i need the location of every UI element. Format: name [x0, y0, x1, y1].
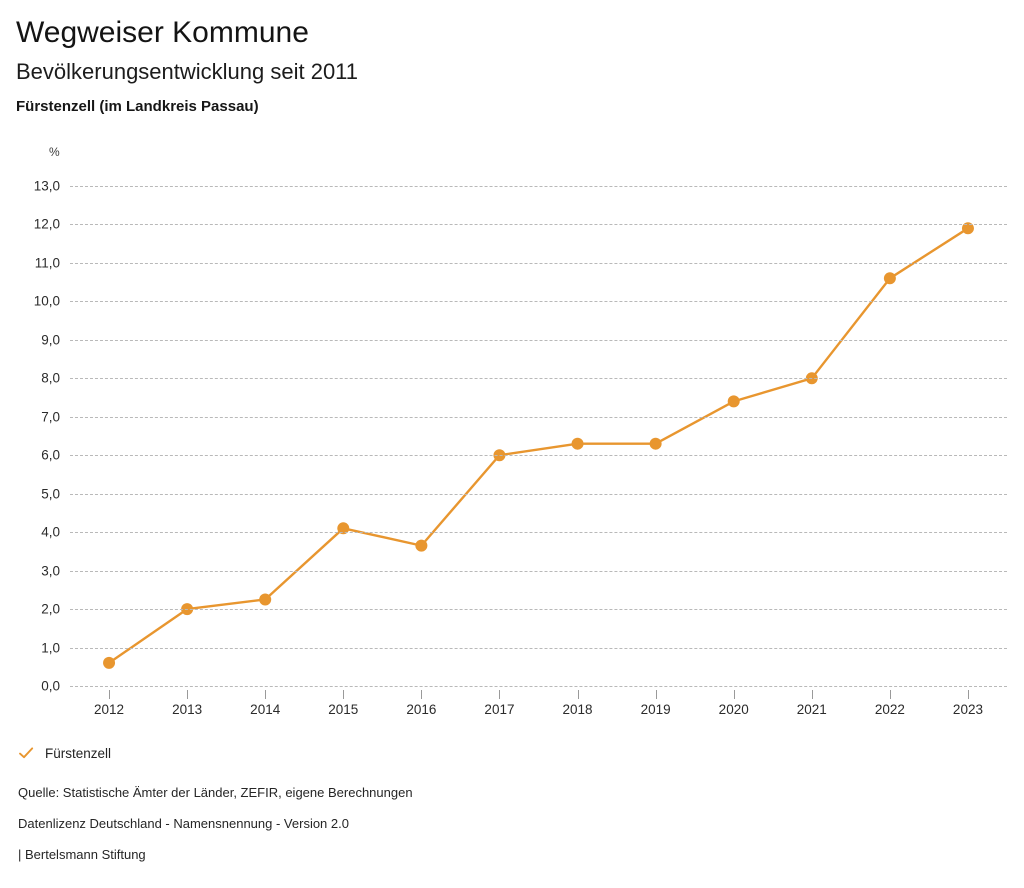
y-axis-tick-label: 10,0: [33, 293, 60, 309]
data-point[interactable]: [727, 395, 740, 408]
y-axis-tick-label: 11,0: [34, 255, 60, 271]
y-axis-tick-label: 6,0: [41, 447, 60, 463]
x-axis-tick-label: 2015: [328, 702, 359, 717]
y-axis-tick-label: 2,0: [41, 601, 60, 617]
series-line: [107, 227, 970, 665]
x-axis-tick-label: 2012: [94, 702, 125, 717]
y-axis-labels: 13,0 12,0 11,0 10,0 9,0 8,0 7,0 6,0 5,0 4,0 3,0 2,0…: [14, 179, 60, 694]
x-axis-tick: [421, 690, 423, 699]
gridline: [70, 455, 1007, 457]
y-axis-tick-label: 0,0: [41, 678, 60, 694]
gridline: [70, 570, 1007, 572]
y-axis-tick-label: 9,0: [41, 332, 60, 348]
x-axis-tick: [733, 690, 735, 699]
x-axis-tick-label: 2020: [718, 702, 749, 717]
x-axis-tick-label: 2014: [250, 702, 281, 717]
series-line-fuerstenzell: [103, 222, 974, 669]
gridline: [70, 224, 1007, 226]
x-axis-tick-label: 2023: [952, 702, 983, 717]
data-point[interactable]: [415, 539, 428, 552]
x-axis-tick: [655, 690, 657, 699]
y-axis-unit-label: %: [49, 145, 60, 159]
gridline: [70, 647, 1007, 649]
gridline: [70, 493, 1007, 495]
x-axis-tick-label: 2019: [640, 702, 671, 717]
chart-subtitle-region: Fürstenzell (im Landkreis Passau): [16, 98, 259, 115]
legend-item-label: Fürstenzell: [45, 745, 112, 761]
x-axis-ticks: [70, 686, 1007, 700]
data-point[interactable]: [571, 437, 584, 450]
header: Wegweiser Kommune Bevölkerungsentwicklun…: [16, 14, 996, 117]
x-axis-labels: 2012 2013 2014 2015 2016 2017 2018 2019 2020 2021…: [70, 702, 1007, 724]
footer-source: Quelle: Statistische Ämter der Länder, Z…: [18, 785, 413, 800]
check-icon: [18, 745, 34, 761]
x-axis-tick: [109, 690, 111, 699]
y-axis-tick-label: 5,0: [41, 486, 60, 502]
chart-title: Bevölkerungsentwicklung seit 2011: [16, 59, 359, 84]
gridline: [70, 532, 1007, 534]
x-axis-tick-label: 2021: [796, 702, 827, 717]
x-axis-tick: [577, 690, 579, 699]
footer-license: Datenlizenz Deutschland - Namensnennung …: [18, 816, 349, 831]
gridline: [70, 378, 1007, 380]
x-axis-tick-label: 2022: [874, 702, 905, 717]
x-axis-tick: [889, 690, 891, 699]
x-axis-tick: [499, 690, 501, 699]
page-title: Wegweiser Kommune: [16, 16, 309, 49]
y-axis-tick-label: 12,0: [33, 216, 60, 232]
plot-region: [70, 186, 1007, 687]
gridline: [70, 416, 1007, 418]
footer-publisher: | Bertelsmann Stiftung: [18, 847, 146, 862]
data-point[interactable]: [103, 656, 116, 669]
x-axis-tick: [343, 690, 345, 699]
data-point[interactable]: [337, 522, 350, 535]
legend[interactable]: Fürstenzell: [18, 745, 111, 761]
gridline: [70, 686, 1007, 687]
x-axis-tick: [811, 690, 813, 699]
y-axis-tick-label: 4,0: [41, 524, 60, 540]
x-axis-tick-label: 2016: [406, 702, 437, 717]
x-axis-tick: [187, 690, 189, 699]
y-axis-tick-label: 7,0: [41, 409, 60, 425]
chart-area: % 13,0 12,0 11,0 10,0 9,0 8,0 7,0 6,0 5,0 4,0 3,0 2…: [0, 140, 1024, 717]
y-axis-tick-label: 1,0: [41, 640, 60, 656]
gridline: [70, 609, 1007, 611]
gridline: [70, 186, 1007, 187]
gridline: [70, 262, 1007, 264]
gridline: [70, 339, 1007, 341]
footer: Quelle: Statistische Ämter der Länder, Z…: [18, 785, 998, 863]
x-axis-tick-label: 2018: [562, 702, 593, 717]
data-point[interactable]: [649, 437, 662, 450]
y-axis-tick-label: 3,0: [41, 563, 60, 579]
gridline: [70, 301, 1007, 303]
y-axis-tick-label: 13,0: [33, 178, 60, 194]
x-axis-tick: [967, 690, 969, 699]
data-point[interactable]: [259, 593, 272, 606]
y-axis-tick-label: 8,0: [41, 370, 60, 386]
data-point[interactable]: [883, 272, 896, 285]
x-axis-tick-label: 2017: [484, 702, 515, 717]
x-axis-tick-label: 2013: [172, 702, 203, 717]
x-axis-tick: [265, 690, 267, 699]
